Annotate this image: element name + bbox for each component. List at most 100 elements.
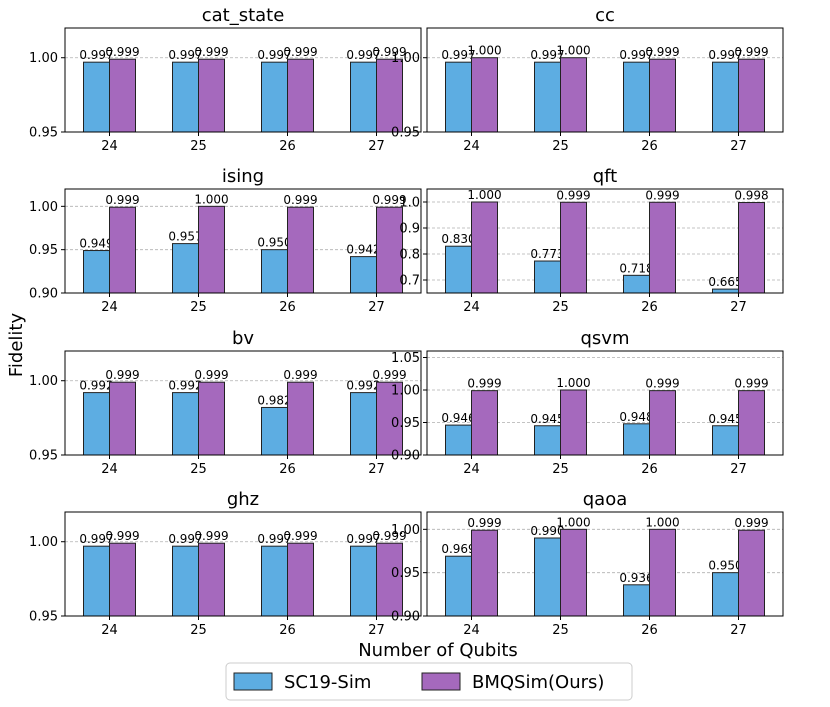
bar-sc19-26: [261, 545, 288, 617]
bar-bmqsim-27: [738, 390, 765, 456]
panel-ising: ising 0.949 0.957 0.950 0.942 0.999 1.000 0.999…: [29, 166, 422, 315]
legend-label-sc19: SC19-Sim: [284, 672, 371, 693]
x-tick-label: 27: [730, 623, 747, 638]
bar-value-label: 0.957: [168, 230, 202, 244]
bar-value-label: 1.000: [645, 515, 679, 529]
legend-label-bmqsim: BMQSim(Ours): [472, 672, 604, 693]
bar-bmqsim-25: [560, 201, 587, 294]
bar-value-label: 1.000: [556, 44, 590, 58]
bar-bmqsim-24: [471, 57, 498, 133]
bar-sc19-27: [350, 545, 377, 617]
bar-value-label: 1.000: [467, 188, 501, 202]
x-tick-label: 25: [190, 462, 207, 477]
bar-sc19-25: [534, 260, 561, 294]
bar-sc19-25: [172, 243, 199, 294]
bar-bmqsim-26: [287, 381, 314, 456]
bar-bmqsim-26: [649, 390, 676, 456]
x-tick-label: 27: [368, 300, 385, 315]
bar-sc19-25: [534, 61, 561, 133]
x-axis-label: Number of Qubits: [358, 640, 518, 661]
x-tick-label: 24: [101, 139, 118, 154]
bar-value-label: 0.773: [530, 247, 564, 261]
bar-value-label: 0.949: [79, 237, 113, 251]
bar-value-label: 0.718: [619, 261, 653, 275]
panel-title: qft: [593, 166, 618, 187]
panel-qsvm: qsvm 0.946 0.945 0.948 0.945 0.999 1.000 0.999 0…: [391, 328, 784, 477]
y-tick-label: 0.95: [29, 449, 58, 464]
y-tick-label: 0.7: [399, 274, 420, 289]
bar-sc19-27: [712, 425, 739, 456]
bar-sc19-24: [445, 555, 472, 617]
y-tick-label: 1.00: [29, 200, 58, 215]
x-tick-label: 24: [463, 139, 480, 154]
bar-sc19-26: [623, 61, 650, 133]
bar-sc19-26: [261, 406, 288, 456]
plot-frame: [426, 350, 784, 456]
bar-bmqsim-26: [287, 542, 314, 617]
legend-swatch-bmqsim: [421, 672, 461, 691]
bar-value-label: 1.000: [467, 44, 501, 58]
bar-bmqsim-25: [198, 542, 225, 617]
y-tick-label: 1.00: [29, 535, 58, 550]
x-tick-label: 25: [552, 623, 569, 638]
y-tick-label: 0.95: [391, 416, 420, 431]
bar-bmqsim-25: [560, 389, 587, 456]
bar-bmqsim-24: [109, 58, 136, 133]
bar-sc19-24: [83, 250, 110, 294]
y-tick-label: 1.00: [29, 51, 58, 66]
bar-value-label: 0.999: [467, 377, 501, 391]
bar-value-label: 0.992: [168, 379, 202, 393]
x-tick-label: 25: [190, 623, 207, 638]
bar-value-label: 0.997: [346, 532, 380, 546]
y-tick-label: 0.95: [391, 566, 420, 581]
bar-value-label: 0.997: [257, 532, 291, 546]
x-tick-label: 26: [641, 462, 658, 477]
bar-sc19-24: [445, 245, 472, 294]
bar-bmqsim-27: [738, 202, 765, 294]
bar-sc19-26: [623, 423, 650, 456]
y-tick-label: 1.00: [391, 51, 420, 66]
bar-bmqsim-25: [560, 57, 587, 133]
bar-sc19-25: [534, 537, 561, 617]
bar-value-label: 0.999: [105, 368, 139, 382]
bar-sc19-27: [712, 288, 739, 294]
y-tick-label: 0.90: [391, 610, 420, 625]
bar-sc19-27: [712, 61, 739, 133]
bar-value-label: 0.997: [530, 48, 564, 62]
y-tick-label: 1.00: [391, 384, 420, 399]
bar-sc19-27: [350, 392, 377, 456]
bar-value-label: 0.998: [734, 189, 768, 203]
bar-value-label: 0.997: [257, 48, 291, 62]
bar-value-label: 0.999: [556, 188, 590, 202]
panel-title: cc: [595, 5, 615, 26]
bar-value-label: 0.999: [645, 377, 679, 391]
panel-qft: qft 0.830 0.773 0.718 0.665 1.000 0.999 0.999 0.…: [399, 166, 784, 315]
bar-value-label: 0.999: [283, 529, 317, 543]
bar-value-label: 0.997: [168, 48, 202, 62]
bar-bmqsim-25: [198, 58, 225, 133]
bar-value-label: 0.997: [346, 48, 380, 62]
x-tick-label: 26: [279, 139, 296, 154]
x-tick-label: 24: [463, 623, 480, 638]
bar-value-label: 0.945: [530, 412, 564, 426]
bar-value-label: 0.999: [372, 193, 406, 207]
bar-bmqsim-27: [376, 542, 403, 617]
bar-value-label: 0.969: [441, 542, 475, 556]
bar-value-label: 0.990: [530, 524, 564, 538]
bar-sc19-24: [445, 424, 472, 456]
x-tick-label: 24: [101, 300, 118, 315]
bar-sc19-24: [83, 61, 110, 133]
x-tick-label: 26: [641, 139, 658, 154]
bar-value-label: 0.945: [708, 412, 742, 426]
bar-value-label: 0.999: [283, 368, 317, 382]
bar-bmqsim-27: [738, 58, 765, 133]
bar-bmqsim-24: [471, 201, 498, 294]
bar-value-label: 0.997: [619, 48, 653, 62]
bar-sc19-25: [172, 545, 199, 617]
bar-value-label: 0.946: [441, 411, 475, 425]
bar-bmqsim-25: [560, 528, 587, 617]
x-tick-label: 27: [368, 139, 385, 154]
